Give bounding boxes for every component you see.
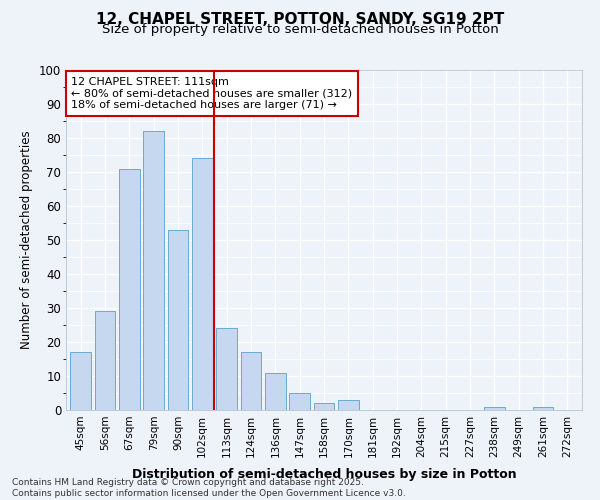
Bar xyxy=(314,403,334,410)
Bar xyxy=(95,312,115,410)
Bar xyxy=(484,406,505,410)
X-axis label: Distribution of semi-detached houses by size in Potton: Distribution of semi-detached houses by … xyxy=(131,468,517,481)
Bar xyxy=(70,352,91,410)
Bar xyxy=(338,400,359,410)
Bar xyxy=(241,352,262,410)
Bar xyxy=(119,168,140,410)
Bar xyxy=(143,131,164,410)
Bar xyxy=(167,230,188,410)
Bar xyxy=(216,328,237,410)
Bar xyxy=(533,406,553,410)
Text: Contains HM Land Registry data © Crown copyright and database right 2025.
Contai: Contains HM Land Registry data © Crown c… xyxy=(12,478,406,498)
Bar xyxy=(289,393,310,410)
Text: Size of property relative to semi-detached houses in Potton: Size of property relative to semi-detach… xyxy=(101,24,499,36)
Text: 12 CHAPEL STREET: 111sqm
← 80% of semi-detached houses are smaller (312)
18% of : 12 CHAPEL STREET: 111sqm ← 80% of semi-d… xyxy=(71,77,352,110)
Text: 12, CHAPEL STREET, POTTON, SANDY, SG19 2PT: 12, CHAPEL STREET, POTTON, SANDY, SG19 2… xyxy=(96,12,504,28)
Y-axis label: Number of semi-detached properties: Number of semi-detached properties xyxy=(20,130,34,350)
Bar xyxy=(192,158,212,410)
Bar xyxy=(265,372,286,410)
